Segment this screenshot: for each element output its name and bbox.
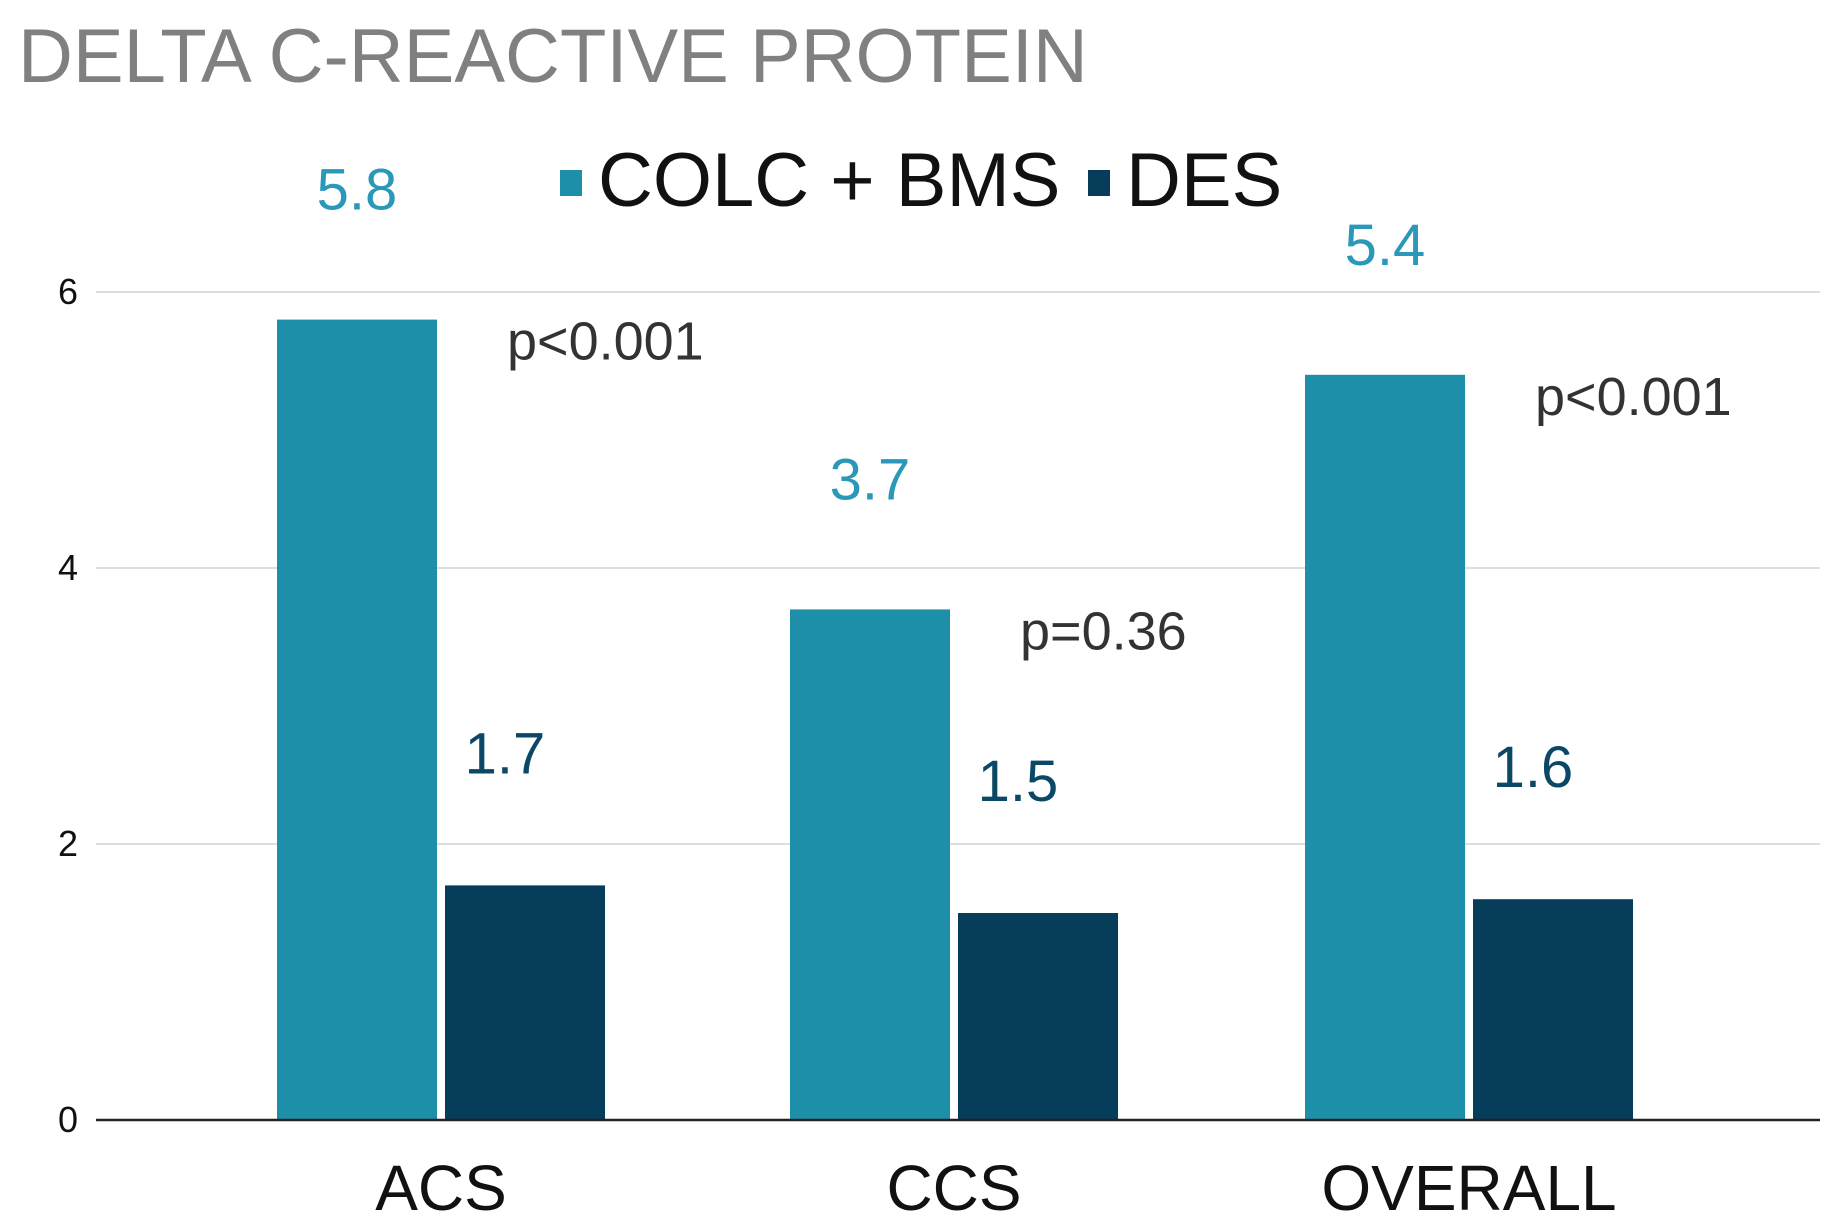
value-label-acs-colc-bms: 5.8 xyxy=(317,158,398,223)
x-category-acs: ACS xyxy=(375,1152,507,1224)
bar-ccs-colc-bms xyxy=(790,609,950,1120)
bar-ccs-des xyxy=(958,913,1118,1120)
bar-overall-colc-bms xyxy=(1305,374,1465,1120)
p-value-labels: p<0.001 p=0.36 p<0.001 xyxy=(507,312,1732,662)
bar-overall-des xyxy=(1473,899,1633,1120)
value-label-acs-des: 1.7 xyxy=(465,721,546,786)
legend: COLC + BMS DES xyxy=(560,138,1282,223)
bars xyxy=(277,319,1633,1121)
value-label-ccs-colc-bms: 3.7 xyxy=(830,447,911,512)
y-tick-label: 6 xyxy=(58,271,78,312)
y-axis-ticks: 0 2 4 6 xyxy=(58,271,78,1140)
p-value-overall: p<0.001 xyxy=(1535,367,1732,427)
y-tick-label: 0 xyxy=(58,1099,78,1140)
bar-acs-colc-bms xyxy=(277,319,437,1121)
value-label-overall-des: 1.6 xyxy=(1493,735,1574,800)
value-label-overall-colc-bms: 5.4 xyxy=(1345,213,1426,278)
chart-title: DELTA C-REACTIVE PROTEIN xyxy=(18,14,1088,99)
x-axis-categories: ACS CCS OVERALL xyxy=(375,1152,1616,1224)
x-category-overall: OVERALL xyxy=(1321,1152,1616,1224)
legend-swatch-des xyxy=(1088,170,1110,196)
p-value-ccs: p=0.36 xyxy=(1020,601,1187,661)
p-value-acs: p<0.001 xyxy=(507,312,704,372)
value-labels: 5.8 1.7 3.7 1.5 5.4 1.6 xyxy=(317,158,1574,814)
legend-label-des: DES xyxy=(1126,138,1282,223)
y-tick-label: 2 xyxy=(58,823,78,864)
bar-acs-des xyxy=(445,885,605,1120)
legend-label-colc-bms: COLC + BMS xyxy=(598,138,1060,223)
y-tick-label: 4 xyxy=(58,547,78,588)
value-label-ccs-des: 1.5 xyxy=(978,749,1059,814)
x-category-ccs: CCS xyxy=(886,1152,1021,1224)
legend-swatch-colc-bms xyxy=(560,170,582,196)
